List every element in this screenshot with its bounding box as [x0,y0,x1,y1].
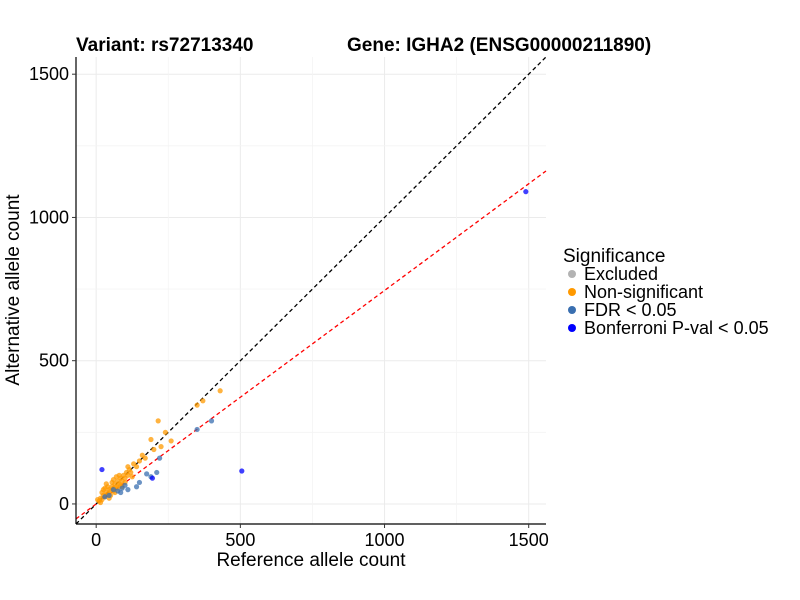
legend-key [568,270,576,278]
point-non-significant [142,455,148,461]
point-non-significant [103,481,109,487]
x-tick-label: 500 [225,530,255,550]
point-non-significant [151,446,157,453]
point-fdr-0-05 [144,471,150,477]
point-fdr-0-05 [122,482,128,488]
legend-label: FDR < 0.05 [584,300,677,320]
point-non-significant [136,458,143,464]
point-non-significant [217,388,223,394]
point-non-significant [95,497,101,503]
legend-label: Non-significant [584,282,703,302]
point-non-significant [158,444,164,450]
point-fdr-0-05 [133,484,140,490]
point-non-significant [133,464,140,470]
point-non-significant [148,436,154,443]
data-points [95,189,529,506]
point-fdr-0-05 [106,492,112,498]
legend-label: Excluded [584,264,658,284]
point-non-significant [116,472,122,478]
point-non-significant [155,418,161,424]
point-non-significant [109,479,115,486]
point-non-significant [128,469,134,476]
point-non-significant [125,464,131,470]
y-tick-label: 1500 [29,64,69,84]
point-fdr-0-05 [136,479,143,486]
y-tick-label: 0 [59,494,69,514]
point-non-significant [129,474,135,480]
point-non-significant [200,398,206,404]
legend-key [568,288,576,296]
point-fdr-0-05 [102,494,108,500]
axes: 0 500 1000 1500 0 500 1000 1500 [29,57,549,550]
legend-label: Bonferroni P-val < 0.05 [584,318,769,338]
point-fdr-0-05 [110,487,117,493]
grid [76,57,546,524]
point-non-significant [162,429,168,435]
x-tick-label: 0 [91,530,101,550]
x-axis-label: Reference allele count [216,550,406,571]
y-tick-label: 1000 [29,207,69,227]
point-fdr-0-05 [194,426,200,433]
reference-lines [75,56,547,525]
point-fdr-0-05 [125,487,131,493]
point-fdr-0-05 [157,455,163,461]
point-bonferroni-p-val-0-05 [239,468,245,474]
x-tick-label: 1500 [509,530,549,550]
y-axis-label: Alternative allele count [3,194,24,386]
y-tick-label: 500 [39,351,69,371]
x-tick-label: 1000 [365,530,405,550]
point-fdr-0-05 [208,418,215,424]
chart-title-variant: Variant: rs72713340 [76,35,253,56]
point-bonferroni-p-val-0-05 [149,475,156,481]
point-fdr-0-05 [154,469,160,476]
point-non-significant [194,402,200,408]
identity-reference-line [75,56,547,525]
legend-title: Significance [563,246,665,267]
legend: Significance ExcludedNon-significantFDR … [563,246,769,338]
point-fdr-0-05 [118,489,124,496]
fit-reference-line [75,170,547,520]
point-bonferroni-p-val-0-05 [523,189,529,195]
point-bonferroni-p-val-0-05 [99,466,105,473]
point-non-significant [100,487,106,493]
legend-key [568,324,576,332]
legend-key [568,306,576,314]
point-non-significant [168,438,174,444]
chart-title-gene: Gene: IGHA2 (ENSG00000211890) [347,35,651,56]
